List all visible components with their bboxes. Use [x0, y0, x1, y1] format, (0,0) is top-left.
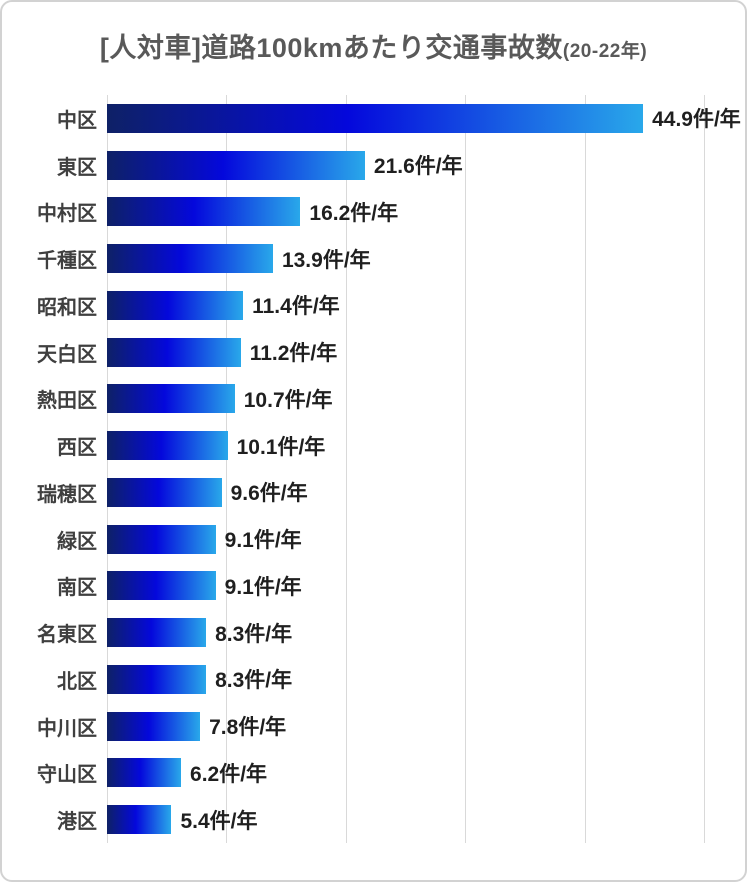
bar — [107, 477, 222, 507]
bar-row: 熱田区 10.7件/年 — [37, 376, 704, 423]
bar-row: 守山区 6.2件/年 — [37, 750, 704, 797]
bar — [107, 197, 301, 227]
bar-row: 天白区 11.2件/年 — [37, 329, 704, 376]
category-label: 千種区 — [37, 250, 97, 273]
bar — [107, 103, 644, 133]
bar — [107, 290, 244, 320]
value-label: 5.4件/年 — [180, 809, 258, 833]
value-label: 9.1件/年 — [224, 529, 302, 553]
category-label: 守山区 — [37, 764, 97, 787]
gridline — [226, 95, 228, 843]
value-label: 11.4件/年 — [252, 295, 340, 319]
bar — [107, 571, 216, 601]
bar-row: 千種区 13.9件/年 — [37, 235, 704, 282]
bar-row: 中村区 16.2件/年 — [37, 189, 704, 236]
category-label: 中川区 — [37, 717, 97, 740]
category-label: 中区 — [57, 109, 97, 132]
bar-row: 東区 21.6件/年 — [57, 142, 704, 189]
category-label: 緑区 — [57, 530, 97, 553]
chart-title-main: [人対車]道路100kmあたり交通事故数 — [99, 33, 563, 63]
bar — [107, 431, 228, 461]
category-label: 西区 — [57, 437, 97, 460]
value-label: 11.2件/年 — [249, 342, 338, 366]
bar — [107, 150, 365, 180]
bar — [107, 758, 182, 788]
category-label: 中村区 — [37, 203, 97, 226]
bar — [107, 805, 172, 835]
bar — [107, 384, 235, 414]
value-label: 10.1件/年 — [236, 435, 326, 459]
bar-row: 港区 5.4件/年 — [57, 796, 704, 843]
bar — [107, 244, 273, 274]
bar-row: 中川区 7.8件/年 — [37, 703, 704, 750]
bar-rows: 中区 44.9件/年 東区 21.6件/年 中村区 16.2件/年 千種区 13… — [37, 95, 741, 843]
value-label: 7.8件/年 — [209, 716, 287, 740]
gridline — [704, 95, 705, 843]
gridline — [107, 95, 108, 843]
bar-row: 北区 8.3件/年 — [57, 656, 704, 703]
value-label: 9.6件/年 — [230, 482, 308, 506]
bar-row: 緑区 9.1件/年 — [57, 516, 704, 563]
bar — [107, 711, 201, 741]
value-label: 10.7件/年 — [243, 388, 333, 412]
value-label: 8.3件/年 — [215, 669, 293, 693]
category-label: 南区 — [57, 577, 97, 600]
bar — [107, 664, 207, 694]
gridlines — [107, 95, 705, 843]
bar-row: 名東区 8.3件/年 — [37, 609, 704, 656]
category-label: 昭和区 — [37, 296, 97, 319]
bar-row: 昭和区 11.4件/年 — [37, 282, 704, 329]
gridline — [465, 95, 467, 843]
category-label: 天白区 — [37, 343, 97, 366]
value-label: 13.9件/年 — [281, 248, 371, 272]
bar — [107, 618, 207, 648]
value-label: 8.3件/年 — [215, 622, 293, 646]
bar-row: 南区 9.1件/年 — [57, 563, 704, 610]
category-label: 東区 — [57, 156, 97, 179]
gridline — [345, 95, 347, 843]
bar — [107, 337, 241, 367]
bar-row: 中区 44.9件/年 — [57, 95, 741, 142]
category-label: 港区 — [57, 811, 97, 834]
chart-title: [人対車]道路100kmあたり交通事故数(20-22年) — [2, 26, 745, 65]
category-label: 瑞穂区 — [37, 483, 97, 506]
category-label: 熱田区 — [37, 390, 97, 413]
value-label: 21.6件/年 — [373, 155, 463, 179]
bar-row: 西区 10.1件/年 — [57, 422, 704, 469]
category-label: 北区 — [57, 670, 97, 693]
value-label: 6.2件/年 — [190, 762, 268, 786]
value-label: 16.2件/年 — [309, 201, 399, 225]
gridline — [584, 95, 586, 843]
value-label: 44.9件/年 — [652, 108, 741, 132]
bar — [107, 524, 216, 554]
category-label: 名東区 — [37, 624, 97, 647]
chart-title-suffix: (20-22年) — [562, 41, 648, 62]
bar-row: 瑞穂区 9.6件/年 — [37, 469, 704, 516]
value-label: 9.1件/年 — [224, 575, 302, 599]
